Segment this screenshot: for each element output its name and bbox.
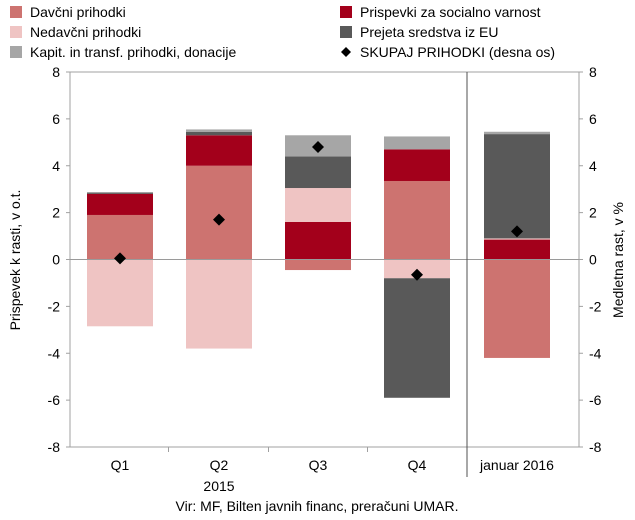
bar-segment	[484, 238, 550, 240]
y-tick-label-right: 4	[589, 158, 597, 174]
y-tick-label-left: -2	[48, 298, 61, 314]
legend-label: SKUPAJ PRIHODKI (desna os)	[360, 44, 555, 60]
y-tick-label-left: -6	[48, 392, 61, 408]
legend: Davčni prihodki Prispevki za socialno var…	[10, 4, 555, 60]
bar-segment	[87, 214, 153, 260]
x-tick-label: Q3	[309, 457, 328, 473]
y-tick-label-left: 0	[52, 252, 60, 268]
bar-segment	[484, 134, 550, 239]
bar-segment	[285, 156, 351, 189]
y-tick-label-right: 2	[589, 205, 597, 221]
y-tick-label-left: -8	[48, 439, 61, 455]
y-tick-label-left: 6	[52, 111, 60, 127]
bar-segment	[285, 188, 351, 222]
bar-segment	[87, 192, 153, 194]
bar-segment	[186, 259, 252, 349]
x-tick-label: Q4	[408, 457, 427, 473]
total-marker	[511, 225, 523, 238]
y-tick-label-right: -8	[589, 439, 602, 455]
x-tick-label: Q2	[210, 457, 229, 473]
y-tick-label-right: 6	[589, 111, 597, 127]
total-marker	[411, 268, 423, 281]
y-tick-label-left: 4	[52, 158, 60, 174]
y-tick-label-left: -4	[48, 345, 61, 361]
total-marker	[312, 141, 324, 153]
y-tick-label-right: -6	[589, 392, 602, 408]
bar-segment	[384, 136, 450, 150]
bar-segment	[186, 129, 252, 132]
bar-segment	[186, 135, 252, 166]
legend-swatch	[10, 46, 22, 58]
x-tick-label: januar 2016	[479, 457, 554, 473]
bar-segment	[186, 131, 252, 136]
legend-label: Nedavčni prihodki	[30, 24, 141, 40]
legend-label: Davčni prihodki	[30, 4, 126, 20]
y-tick-label-left: 8	[52, 64, 60, 80]
y-axis-left-label: Prispevek k rasti, v o.t.	[7, 190, 23, 331]
x-tick-label: Q1	[111, 457, 130, 473]
legend-swatch	[10, 26, 22, 38]
y-tick-label-right: 0	[589, 252, 597, 268]
y-axis-right-label: Medletna rast, v %	[610, 202, 626, 318]
bar-segment	[484, 259, 550, 358]
legend-swatch	[340, 26, 352, 38]
total-markers	[114, 141, 523, 281]
y-tick-label-right: -2	[589, 298, 602, 314]
bar-segment	[285, 222, 351, 260]
bar-segment	[384, 278, 450, 398]
bar-segment	[285, 259, 351, 271]
legend-swatch	[340, 6, 352, 18]
bar-segment	[87, 193, 153, 215]
bar-segment	[484, 239, 550, 260]
bar-segment	[87, 192, 153, 193]
y-tick-label-right: 8	[589, 64, 597, 80]
bar-segment	[384, 149, 450, 181]
bar-stacks	[70, 129, 579, 398]
y-tick-label-right: -4	[589, 345, 602, 361]
legend-label: Prejeta sredstva iz EU	[360, 24, 499, 40]
bar-segment	[484, 131, 550, 135]
y-tick-label-left: 2	[52, 205, 60, 221]
total-marker	[114, 252, 126, 265]
legend-label: Prispevki za socialno varnost	[360, 4, 541, 20]
source-note: Vir: MF, Bilten javnih financ, preračuni…	[176, 498, 459, 514]
legend-label: Kapit. in transf. prihodki, donacije	[30, 44, 236, 60]
legend-swatch	[10, 6, 22, 18]
bar-segment	[384, 180, 450, 260]
axes: -8 -8 -6 -6 -4 -4 -2 -2 0 0 2 2 4 4 6 6 8 8 Q1 Q2 Q3 Q4 januar…	[48, 64, 602, 477]
bar-segment	[186, 165, 252, 260]
bar-segment	[87, 259, 153, 327]
total-marker	[213, 213, 225, 226]
x-axis-year-label: 2015	[203, 478, 234, 494]
legend-marker	[341, 47, 351, 57]
